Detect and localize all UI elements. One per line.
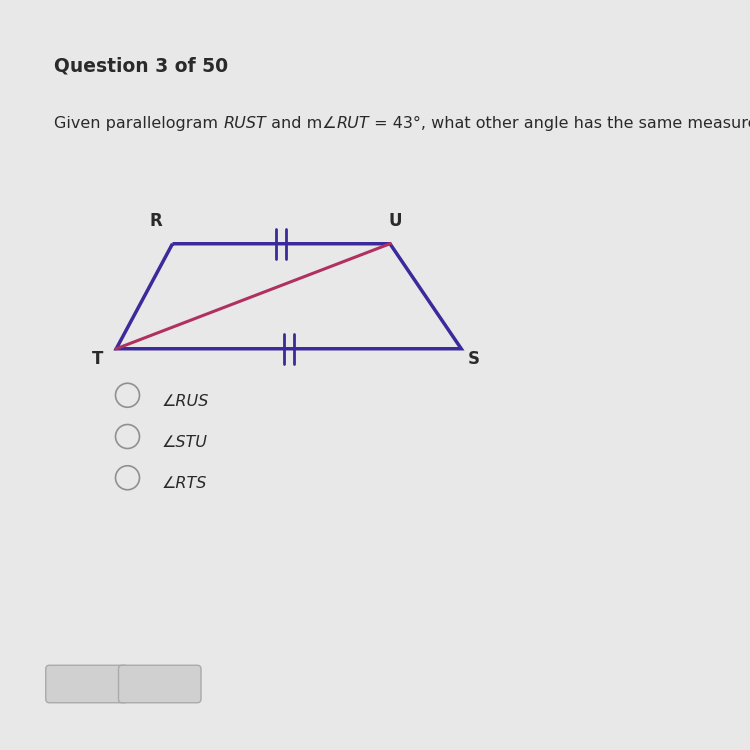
Text: U: U: [388, 212, 402, 230]
Text: R: R: [149, 212, 162, 230]
Text: RUT: RUT: [337, 116, 369, 131]
Text: = 43°, what other angle has the same measurement?: = 43°, what other angle has the same mea…: [369, 116, 750, 131]
FancyBboxPatch shape: [46, 665, 128, 703]
FancyBboxPatch shape: [118, 665, 201, 703]
Text: Question 3 of 50: Question 3 of 50: [54, 56, 228, 75]
Text: Back: Back: [72, 677, 105, 691]
Text: ∠STU: ∠STU: [161, 435, 207, 450]
Text: ∠RTS: ∠RTS: [161, 476, 206, 491]
Text: T: T: [92, 350, 104, 368]
Text: and m∠: and m∠: [266, 116, 337, 131]
Text: Given parallelogram: Given parallelogram: [54, 116, 223, 131]
Text: RUST: RUST: [224, 116, 266, 131]
Text: ∠RUS: ∠RUS: [161, 394, 209, 409]
Text: S: S: [468, 350, 480, 368]
Text: Next: Next: [146, 677, 177, 691]
